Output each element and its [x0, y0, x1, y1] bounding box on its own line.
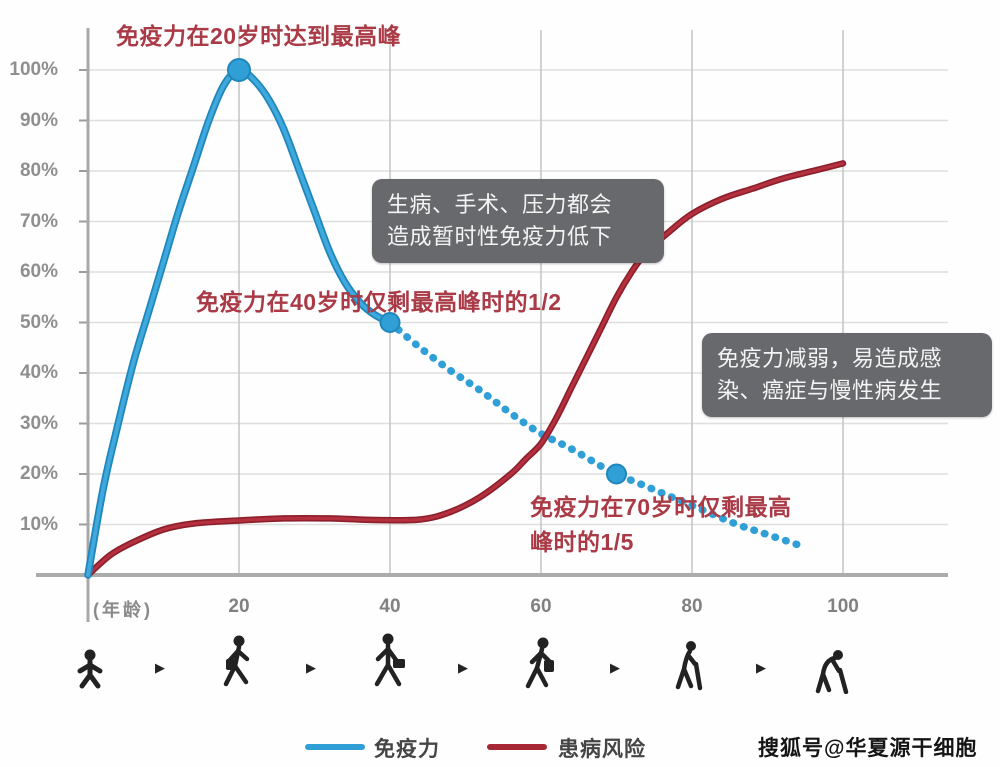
elderly-with-cane-icon — [666, 636, 714, 692]
y-tick-label: 40% — [19, 362, 58, 383]
arrow-icon: ▶ — [458, 660, 468, 675]
immunity-marker-age70 — [606, 463, 627, 485]
arrow-icon: ▶ — [756, 660, 766, 675]
y-tick-label: 90% — [19, 109, 58, 131]
legend-immunity-label: 免疫力 — [374, 738, 440, 761]
y-tick-label: 60% — [19, 261, 58, 282]
x-tick-label: 20 — [228, 596, 250, 617]
immunity-marker-age20 — [227, 58, 251, 82]
x-tick-label: 80 — [681, 596, 703, 617]
middle-aged-icon — [516, 634, 564, 692]
working-adult-icon — [364, 632, 412, 690]
infant-icon — [72, 648, 108, 690]
callout-temporary-immunity-drop: 生病、手术、压力都会 造成暂时性免疫力低下 — [372, 179, 664, 263]
watermark-sohu-account: 搜狐号@华夏源干细胞 — [758, 737, 978, 760]
risk-curve — [86, 161, 845, 577]
y-tick-label: 50% — [19, 311, 58, 333]
immunity-marker-age40 — [379, 312, 401, 333]
legend-immunity-swatch — [305, 744, 365, 750]
y-tick-label: 10% — [19, 513, 58, 535]
y-tick-label: 100% — [9, 59, 58, 80]
y-tick-label: 70% — [19, 210, 58, 232]
legend-risk-swatch — [487, 744, 547, 750]
annotation-age40-half: 免疫力在40岁时仅剩最高峰时的1/2 — [196, 289, 562, 315]
y-tick-label: 80% — [19, 160, 58, 181]
y-tick-label: 20% — [19, 463, 58, 484]
stooped-elder-icon — [806, 640, 858, 694]
immunity-curve-dotted — [386, 318, 810, 551]
x-tick-label: 40 — [379, 596, 401, 617]
annotation-peak-age20: 免疫力在20岁时达到最高峰 — [116, 23, 402, 49]
x-tick-label: 60 — [530, 596, 552, 617]
legend-risk-label: 患病风险 — [558, 738, 646, 761]
callout-weakened-immunity-risk: 免疫力减弱，易造成感 染、癌症与慢性病发生 — [702, 333, 992, 417]
y-tick-label: 30% — [19, 412, 58, 434]
x-tick-label: 100 — [827, 596, 859, 617]
arrow-icon: ▶ — [610, 660, 620, 675]
arrow-icon: ▶ — [155, 660, 165, 675]
x-axis-age-label: (年龄) — [93, 600, 153, 620]
schoolchild-icon — [215, 634, 259, 690]
arrow-icon: ▶ — [306, 660, 316, 675]
annotation-age70-fifth: 免疫力在70岁时仅剩最高 峰时的1/5 — [530, 494, 792, 555]
